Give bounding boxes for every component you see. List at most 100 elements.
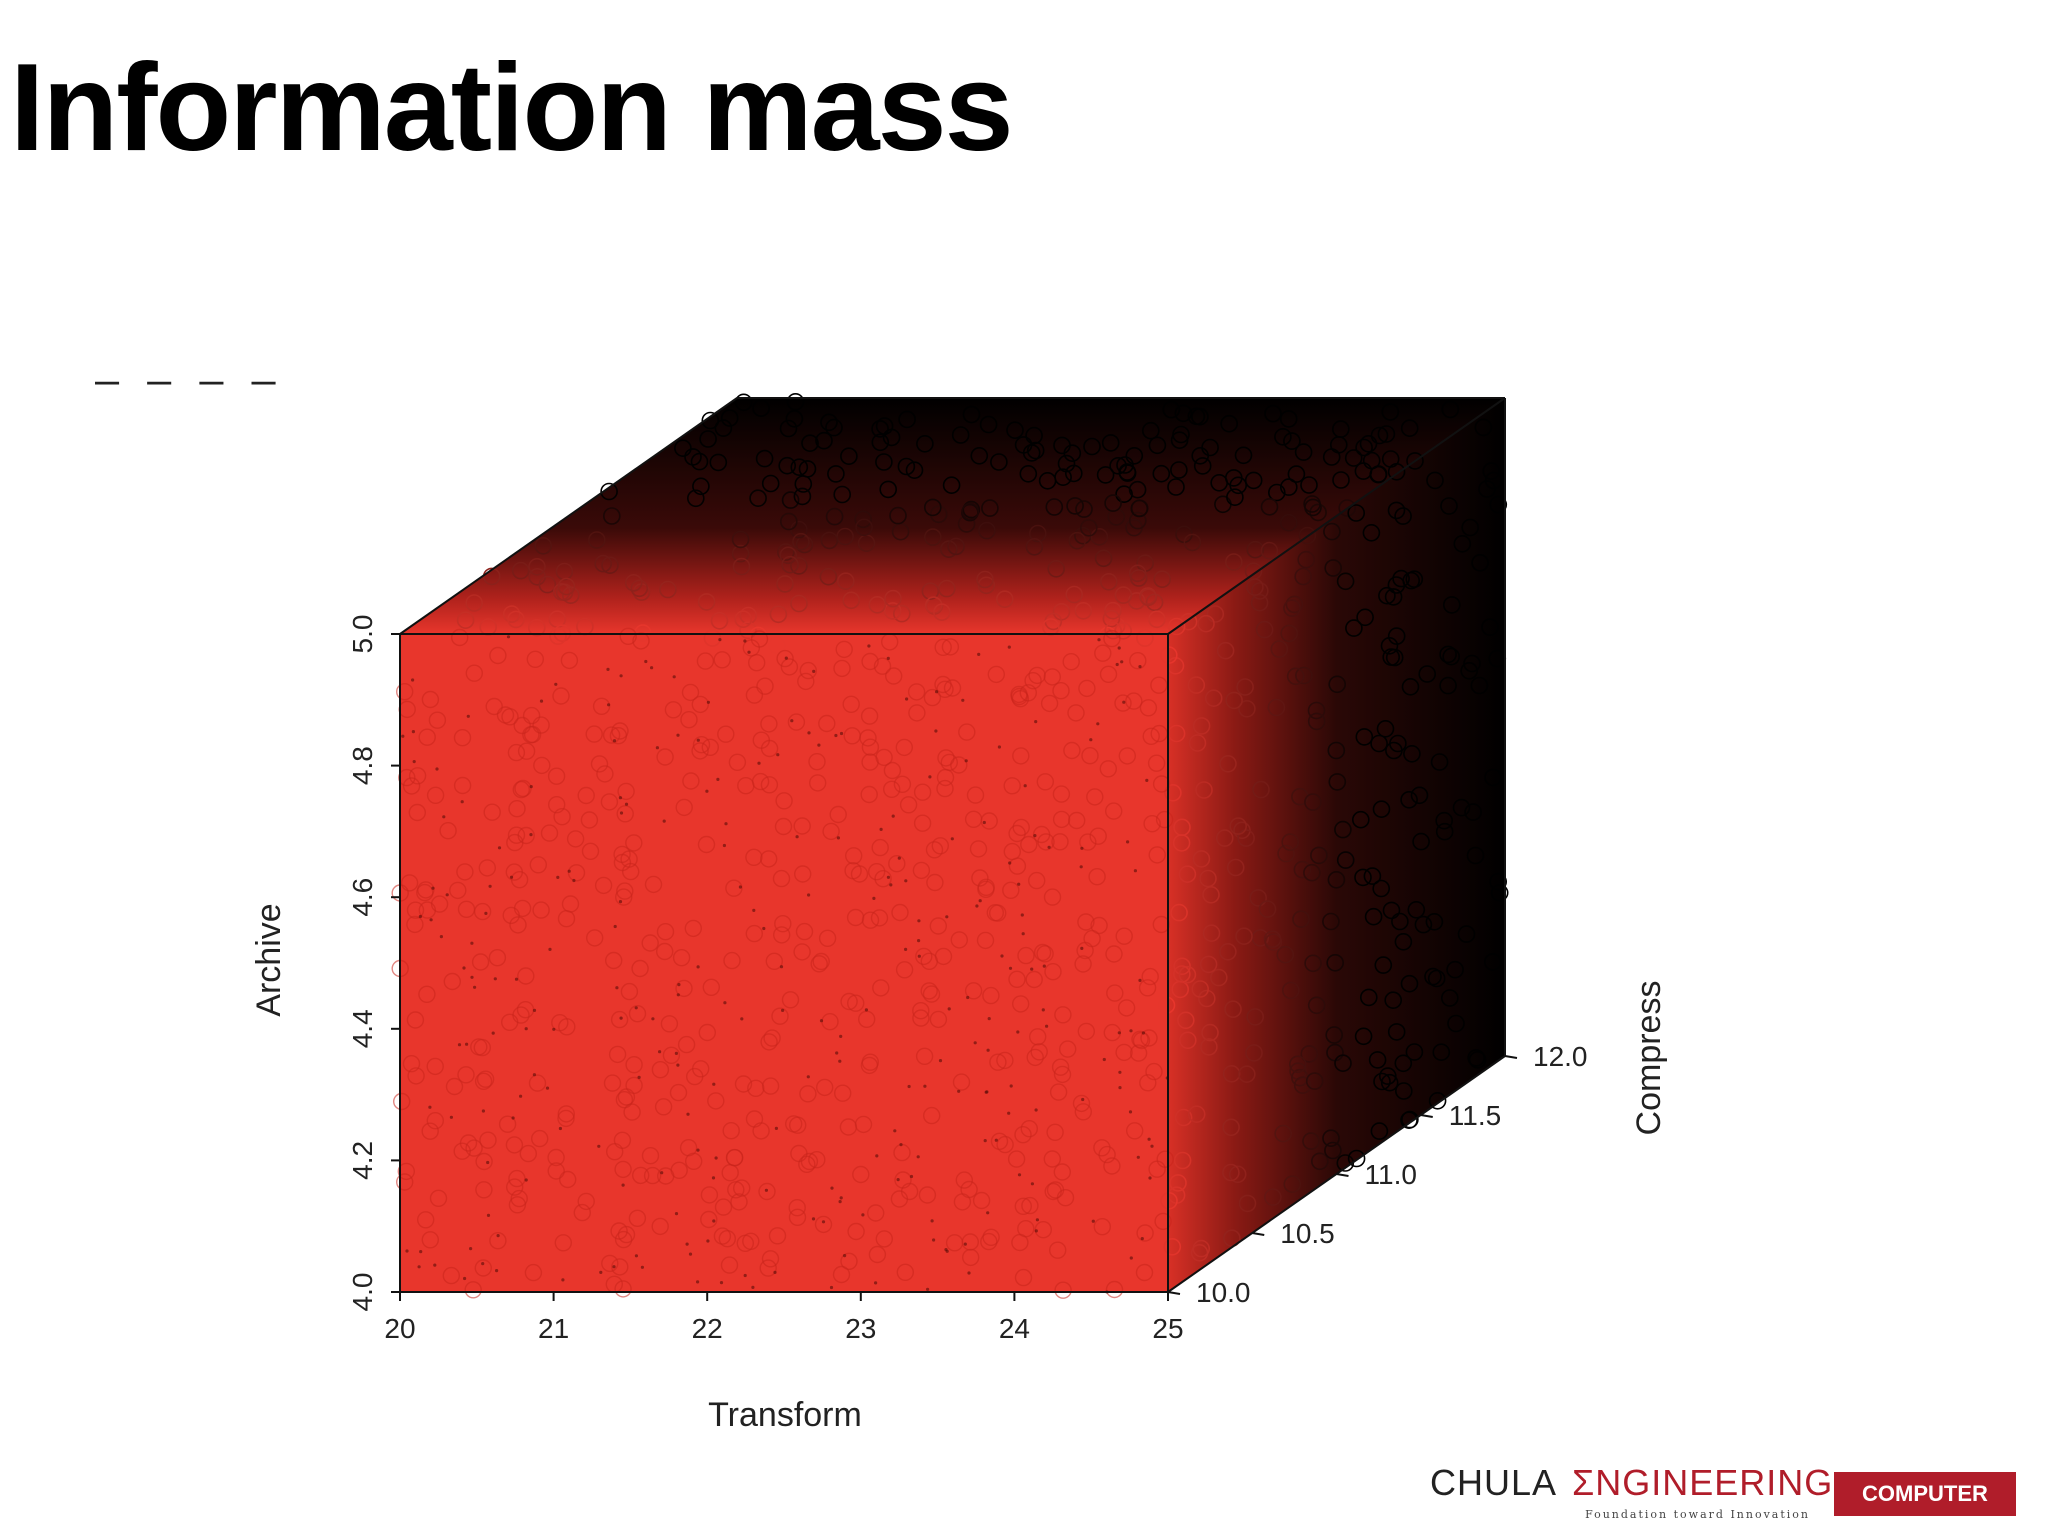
point bbox=[1094, 644, 1112, 662]
z-axis-label: Archive bbox=[250, 903, 288, 1016]
point bbox=[1174, 1108, 1193, 1127]
point bbox=[1197, 614, 1215, 633]
point bbox=[1105, 1280, 1124, 1299]
point bbox=[1017, 882, 1021, 886]
point bbox=[560, 651, 579, 670]
point bbox=[1014, 1125, 1032, 1144]
point bbox=[573, 1203, 591, 1222]
point bbox=[980, 812, 998, 830]
point bbox=[552, 1027, 556, 1031]
point bbox=[1080, 946, 1084, 951]
point bbox=[577, 1192, 595, 1211]
point bbox=[967, 1271, 971, 1275]
point bbox=[970, 446, 989, 465]
point bbox=[923, 498, 942, 517]
point bbox=[926, 1287, 930, 1291]
point bbox=[698, 1023, 716, 1042]
x-tick-label: 22 bbox=[692, 1313, 723, 1344]
point bbox=[727, 1181, 745, 1199]
point bbox=[1139, 699, 1158, 717]
point bbox=[517, 967, 535, 985]
point bbox=[1080, 846, 1084, 850]
point bbox=[435, 767, 439, 771]
point bbox=[883, 780, 901, 798]
point bbox=[810, 955, 828, 973]
point bbox=[1086, 788, 1104, 806]
point bbox=[1142, 727, 1160, 745]
point bbox=[486, 1160, 490, 1165]
point bbox=[986, 1211, 990, 1215]
point bbox=[631, 959, 649, 978]
point bbox=[1172, 834, 1191, 852]
point bbox=[1225, 553, 1243, 571]
point bbox=[761, 1250, 780, 1268]
point bbox=[1056, 1188, 1075, 1207]
point bbox=[1188, 734, 1207, 752]
point bbox=[1389, 734, 1407, 753]
point bbox=[496, 1234, 500, 1238]
point bbox=[1178, 865, 1197, 884]
point bbox=[935, 690, 939, 694]
point bbox=[710, 611, 729, 630]
point bbox=[1478, 480, 1496, 498]
point bbox=[751, 1285, 755, 1289]
point bbox=[1009, 1084, 1013, 1088]
point bbox=[775, 792, 793, 810]
point bbox=[681, 683, 700, 702]
point bbox=[960, 1180, 978, 1199]
point bbox=[1402, 571, 1420, 590]
point bbox=[1370, 426, 1389, 445]
point bbox=[987, 665, 1005, 684]
point bbox=[656, 748, 674, 766]
point bbox=[1280, 624, 1298, 643]
point bbox=[1021, 932, 1025, 936]
point bbox=[1008, 824, 1026, 843]
point bbox=[861, 1213, 865, 1217]
point bbox=[871, 433, 890, 452]
point bbox=[760, 739, 779, 758]
point bbox=[1226, 488, 1244, 507]
point bbox=[747, 1079, 765, 1098]
point bbox=[489, 646, 507, 665]
point bbox=[581, 842, 600, 860]
point bbox=[945, 915, 949, 919]
point bbox=[794, 865, 812, 883]
point bbox=[1206, 605, 1225, 623]
point bbox=[1079, 833, 1097, 851]
point bbox=[1068, 531, 1086, 550]
point bbox=[522, 706, 541, 725]
point bbox=[987, 1017, 991, 1021]
point bbox=[712, 1219, 716, 1223]
point bbox=[470, 941, 474, 945]
point bbox=[1100, 572, 1118, 591]
point bbox=[528, 1074, 547, 1092]
point bbox=[674, 1051, 679, 1055]
point bbox=[465, 1042, 469, 1046]
point bbox=[883, 602, 902, 620]
point bbox=[603, 1074, 622, 1092]
point bbox=[739, 621, 757, 640]
point bbox=[1345, 619, 1363, 637]
point bbox=[872, 979, 890, 997]
point bbox=[1118, 1070, 1122, 1074]
point bbox=[1363, 867, 1382, 885]
point bbox=[931, 837, 949, 855]
point bbox=[489, 1231, 507, 1250]
point bbox=[557, 1105, 575, 1123]
point bbox=[405, 1249, 409, 1253]
point bbox=[1081, 747, 1099, 765]
point bbox=[897, 856, 901, 860]
point bbox=[1251, 582, 1269, 600]
point bbox=[1287, 465, 1306, 483]
point bbox=[868, 1245, 887, 1264]
point bbox=[612, 739, 617, 743]
point bbox=[892, 604, 911, 623]
point bbox=[952, 1073, 971, 1091]
point bbox=[692, 1060, 710, 1078]
point bbox=[915, 947, 933, 966]
point bbox=[1047, 845, 1051, 849]
point bbox=[752, 399, 770, 418]
point bbox=[973, 1041, 977, 1045]
point bbox=[641, 934, 659, 952]
